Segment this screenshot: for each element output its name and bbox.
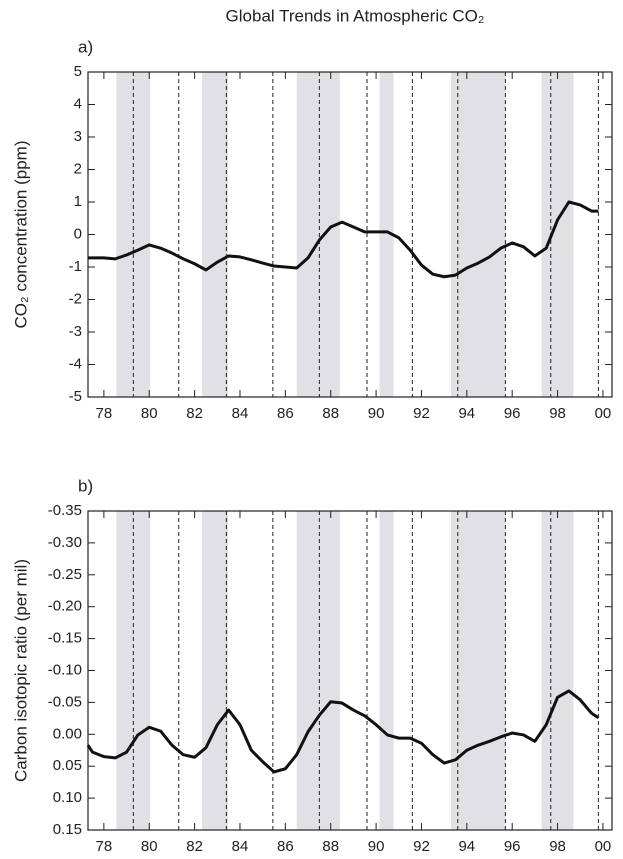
- plot-frame: [87, 71, 613, 398]
- y-tick-label: 0.15: [53, 821, 82, 838]
- y-tick-label: 0.10: [53, 789, 82, 806]
- y-tick-label: 0.05: [53, 757, 82, 774]
- x-tick-label: 86: [277, 838, 294, 855]
- x-tick-label: 90: [368, 405, 385, 422]
- y-tick-label: -0.10: [48, 661, 82, 678]
- shaded-period: [202, 511, 228, 830]
- y-tick-label: 4: [74, 95, 82, 112]
- x-tick-label: 82: [186, 405, 203, 422]
- x-tick-label: 88: [322, 405, 339, 422]
- x-tick-label: 86: [277, 405, 294, 422]
- y-tick-label: -0.15: [48, 630, 82, 647]
- y-axis-label: Carbon isotopic ratio (per mil): [11, 559, 30, 782]
- y-tick-label: -0.30: [48, 534, 82, 551]
- x-tick-label: 94: [458, 838, 475, 855]
- shaded-period: [296, 72, 340, 397]
- shaded-period: [296, 511, 340, 830]
- shaded-period: [541, 72, 574, 397]
- x-tick-label: 90: [368, 838, 385, 855]
- data-line: [86, 689, 600, 774]
- x-tick-label: 94: [458, 405, 475, 422]
- x-tick-label: 78: [96, 838, 113, 855]
- shaded-period: [541, 511, 574, 830]
- y-axis-label: CO₂ concentration (ppm): [11, 140, 30, 328]
- plot-frame: [87, 510, 613, 831]
- y-tick-label: -2: [69, 290, 82, 307]
- chart-title: Global Trends in Atmospheric CO₂: [226, 6, 485, 25]
- x-tick-label: 98: [549, 838, 566, 855]
- y-tick-label: -1: [69, 258, 82, 275]
- shaded-period: [202, 72, 228, 397]
- x-tick-label: 92: [413, 405, 430, 422]
- y-tick-label: 5: [74, 63, 82, 80]
- y-tick-label: -3: [69, 323, 82, 340]
- shaded-period: [450, 72, 506, 397]
- y-tick-label: -0.35: [48, 502, 82, 519]
- y-tick-label: -4: [69, 355, 82, 372]
- y-tick-label: 0: [74, 225, 82, 242]
- x-tick-label: 80: [141, 838, 158, 855]
- y-tick-label: 2: [74, 160, 82, 177]
- x-tick-label: 88: [322, 838, 339, 855]
- x-tick-label: 78: [96, 405, 113, 422]
- y-tick-label: 3: [74, 128, 82, 145]
- x-tick-label: 84: [232, 405, 249, 422]
- shaded-period: [450, 511, 506, 830]
- y-tick-label: -0.25: [48, 566, 82, 583]
- x-tick-label: 92: [413, 838, 430, 855]
- shaded-period: [379, 72, 394, 397]
- x-tick-label: 98: [549, 405, 566, 422]
- y-tick-label: -0.20: [48, 598, 82, 615]
- panel-label: a): [78, 37, 93, 56]
- x-tick-label: 00: [595, 405, 612, 422]
- shaded-period: [116, 511, 151, 830]
- x-tick-label: 00: [595, 838, 612, 855]
- y-tick-label: -0.05: [48, 693, 82, 710]
- y-tick-label: 1: [74, 193, 82, 210]
- x-tick-label: 80: [141, 405, 158, 422]
- y-tick-label: -5: [69, 388, 82, 405]
- data-line: [88, 200, 599, 279]
- shaded-period: [379, 511, 394, 830]
- x-tick-label: 84: [232, 838, 249, 855]
- y-tick-label: 0.00: [53, 725, 82, 742]
- x-tick-label: 96: [504, 405, 521, 422]
- x-tick-label: 96: [504, 838, 521, 855]
- panel-label: b): [78, 476, 93, 495]
- x-tick-label: 82: [186, 838, 203, 855]
